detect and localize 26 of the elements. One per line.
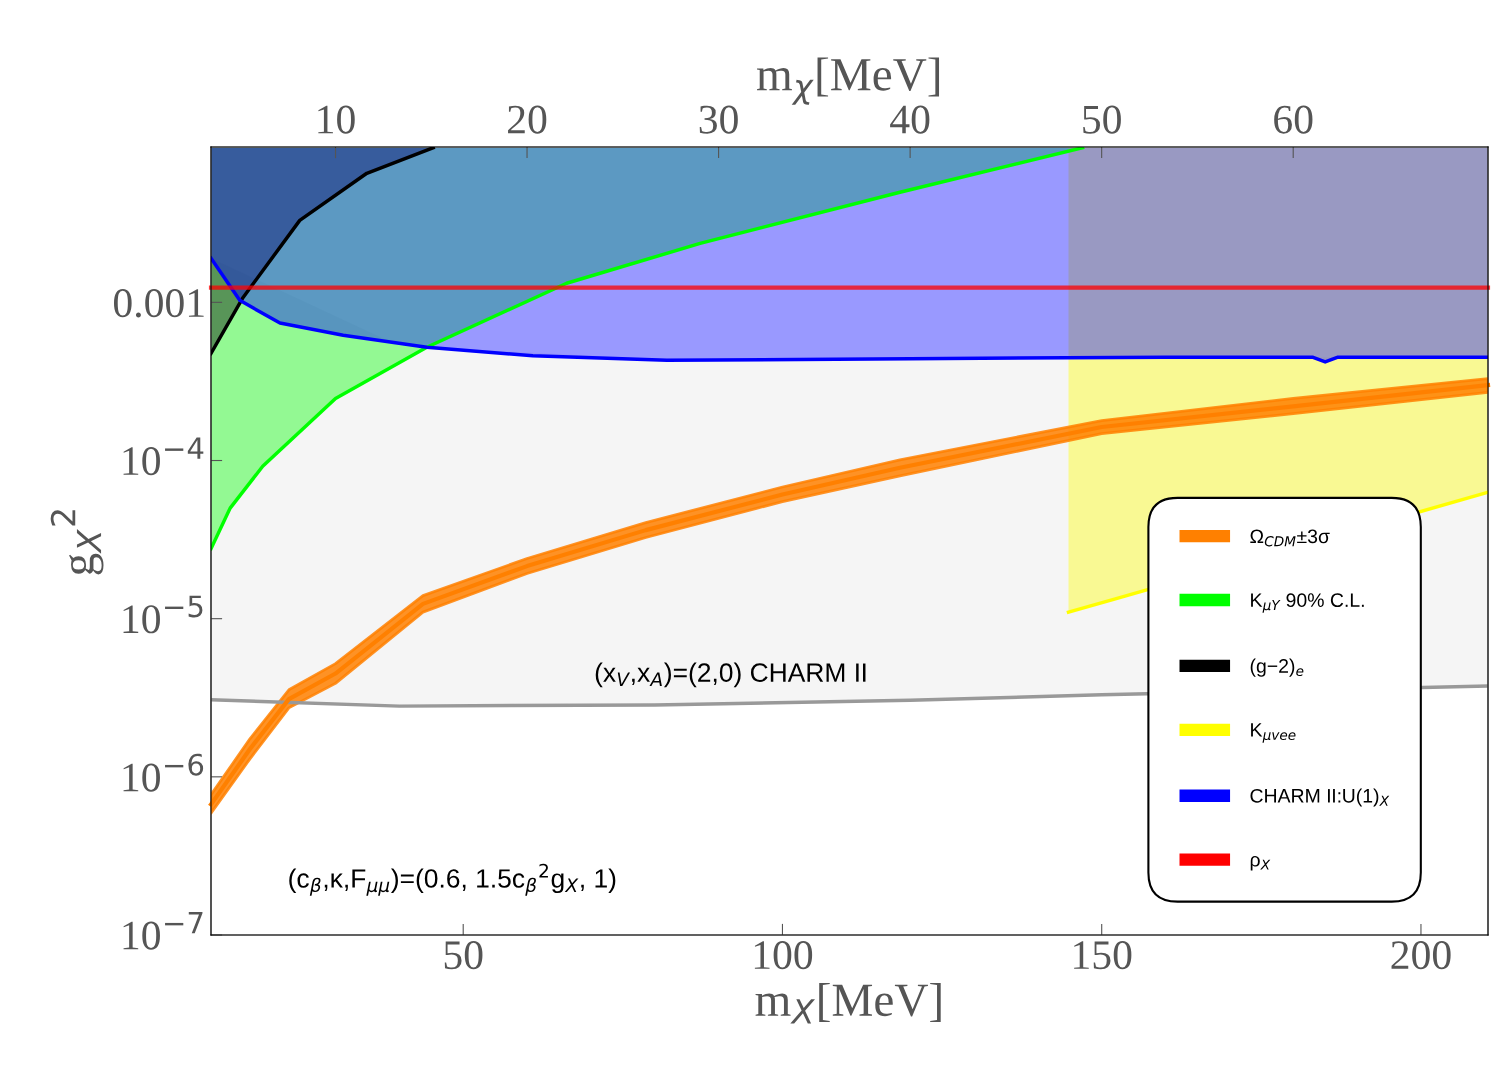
y-tick-label: 0.001 <box>113 289 204 318</box>
x-tick-label: 200 <box>1391 941 1451 970</box>
text: (c$_{β}$,κ,F$_{μμ}$)=(0.6, 1.5c$_{β}$$^{2}$g$_{X}$, 1) <box>289 863 616 896</box>
y-axis-title: g$_{X}$$^{2}$ <box>50 510 104 575</box>
legend-label: (g−2)$_{e}$ <box>1250 658 1304 677</box>
x-tick-label: 50 <box>444 941 483 970</box>
y-tick-label: 10$^{−4}$ <box>123 437 204 476</box>
y-tick-label: 10$^{−5}$ <box>123 595 203 634</box>
x2-tick-label: 50 <box>1083 105 1121 134</box>
x-tick-label: 150 <box>1074 941 1132 970</box>
legend-label: ρ$_{X}$ <box>1250 855 1271 871</box>
legend-label: K$_{μvee}$ <box>1251 723 1296 743</box>
x-tick-label: 100 <box>754 941 813 970</box>
legend-label: Ω$_{CDM}$±3σ <box>1250 529 1330 547</box>
legend-label: CHARM II:U(1)$_{X}$ <box>1250 788 1390 807</box>
x-axis-title: m$_{X}$[MeV] <box>755 982 941 1024</box>
x2-tick-label: 10 <box>318 105 355 134</box>
y-tick-label: 10$^{−7}$ <box>123 912 203 950</box>
x2-tick-label: 20 <box>508 105 547 134</box>
x2-tick-label: 60 <box>1274 105 1313 134</box>
y-tick-label: 10$^{−6}$ <box>123 753 204 792</box>
x2-axis-title: m$_{χ}$[MeV] <box>756 57 940 105</box>
x2-tick-label: 30 <box>699 105 738 134</box>
x2-tick-label: 40 <box>890 105 930 134</box>
annotation: (x$_{V}$,x$_{A}$)=(2,0) CHARM II <box>595 662 866 688</box>
legend-label: K$_{μY}$ 90% C.L. <box>1251 593 1364 613</box>
